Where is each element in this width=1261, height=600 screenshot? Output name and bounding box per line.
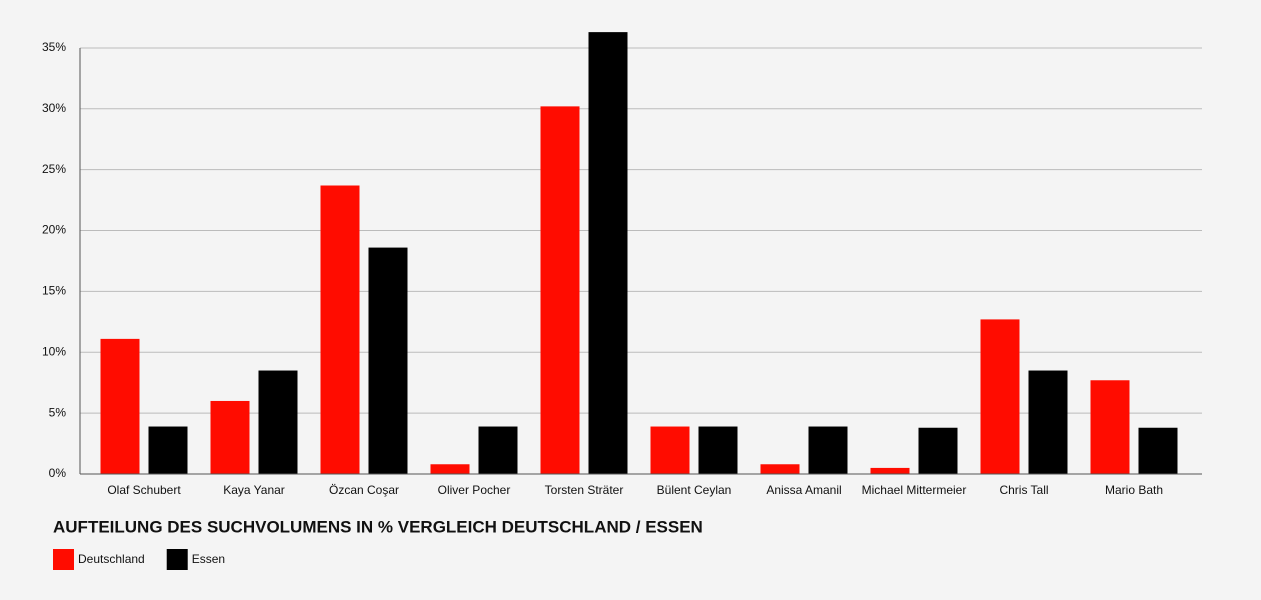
bar	[1090, 380, 1130, 474]
x-tick-label: Torsten Sträter	[545, 483, 624, 497]
y-tick-label: 20%	[42, 223, 66, 237]
x-tick-label: Chris Tall	[999, 483, 1048, 497]
x-tick-label: Oliver Pocher	[438, 483, 511, 497]
bar	[478, 426, 518, 474]
bar	[588, 32, 628, 474]
bar	[148, 426, 188, 474]
x-tick-label: Olaf Schubert	[107, 483, 181, 497]
bar	[540, 106, 580, 474]
bar	[430, 464, 470, 474]
bar	[918, 427, 958, 474]
bar	[808, 426, 848, 474]
y-tick-label: 25%	[42, 162, 66, 176]
y-tick-label: 30%	[42, 101, 66, 115]
bar	[1028, 370, 1068, 474]
bar	[1138, 427, 1178, 474]
x-tick-label: Michael Mittermeier	[862, 483, 967, 497]
y-tick-label: 5%	[49, 405, 67, 419]
bar	[258, 370, 298, 474]
chart-title: AUFTEILUNG DES SUCHVOLUMENS IN % VERGLEI…	[53, 517, 703, 536]
bar	[698, 426, 738, 474]
bar	[650, 426, 690, 474]
bar	[980, 319, 1020, 474]
legend-swatch	[166, 549, 188, 570]
y-tick-label: 35%	[42, 40, 66, 54]
legend-swatch	[53, 549, 74, 570]
bar	[210, 400, 250, 474]
bar	[100, 338, 140, 474]
y-tick-label: 10%	[42, 344, 66, 358]
x-tick-label: Özcan Coşar	[329, 483, 399, 497]
x-tick-label: Kaya Yanar	[223, 483, 285, 497]
bar	[320, 185, 360, 474]
legend-label: Deutschland	[78, 552, 145, 566]
bar	[368, 247, 408, 474]
legend-label: Essen	[192, 552, 225, 566]
bar	[870, 467, 910, 474]
x-tick-label: Anissa Amanil	[766, 483, 841, 497]
y-tick-label: 15%	[42, 284, 66, 298]
x-tick-label: Mario Bath	[1105, 483, 1163, 497]
x-tick-label: Bülent Ceylan	[657, 483, 732, 497]
y-tick-label: 0%	[49, 466, 67, 480]
bar	[760, 464, 800, 474]
